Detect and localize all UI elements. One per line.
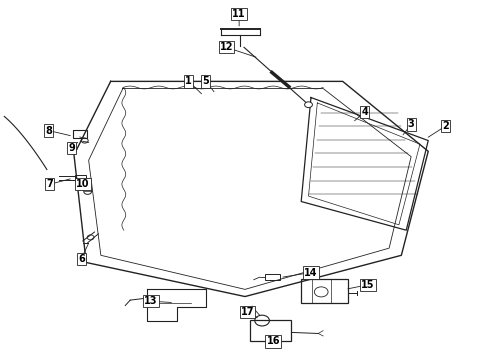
Text: 12: 12	[220, 42, 233, 52]
Text: 8: 8	[45, 126, 52, 135]
Text: 11: 11	[232, 9, 246, 19]
Bar	[250, 320, 292, 341]
Text: 3: 3	[408, 120, 415, 129]
Text: 10: 10	[76, 179, 90, 189]
Text: 9: 9	[68, 143, 75, 153]
Text: 2: 2	[442, 121, 449, 131]
Text: 4: 4	[361, 107, 368, 117]
Bar	[73, 130, 87, 138]
Circle shape	[305, 102, 313, 108]
Bar	[265, 274, 280, 280]
Text: 14: 14	[304, 267, 318, 278]
Bar	[75, 175, 86, 181]
Bar	[301, 279, 347, 303]
Text: 15: 15	[362, 280, 375, 290]
Text: 7: 7	[46, 179, 53, 189]
Text: 16: 16	[267, 336, 280, 346]
Text: 17: 17	[241, 307, 254, 317]
Text: 1: 1	[185, 76, 192, 86]
Text: 6: 6	[78, 254, 85, 264]
Text: 5: 5	[202, 76, 209, 86]
Text: 13: 13	[145, 296, 158, 306]
